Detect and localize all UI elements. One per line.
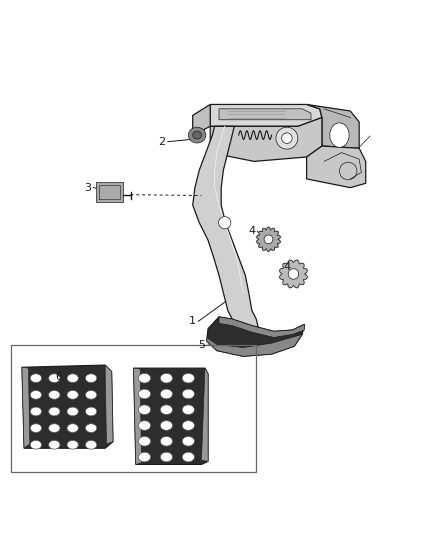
Ellipse shape	[67, 407, 78, 416]
FancyBboxPatch shape	[96, 182, 123, 201]
Ellipse shape	[138, 452, 151, 462]
Ellipse shape	[138, 421, 151, 430]
Ellipse shape	[67, 391, 78, 399]
Ellipse shape	[85, 407, 97, 416]
Polygon shape	[134, 368, 141, 464]
Text: 2: 2	[159, 136, 166, 147]
Ellipse shape	[288, 269, 299, 279]
Ellipse shape	[138, 405, 151, 415]
Polygon shape	[22, 365, 113, 448]
Text: 3: 3	[84, 183, 91, 192]
Ellipse shape	[193, 131, 201, 139]
Ellipse shape	[160, 374, 173, 383]
Ellipse shape	[67, 424, 78, 432]
Ellipse shape	[182, 389, 194, 399]
Polygon shape	[193, 104, 210, 135]
Ellipse shape	[85, 374, 97, 383]
Polygon shape	[219, 317, 304, 337]
Ellipse shape	[138, 437, 151, 446]
Polygon shape	[279, 260, 307, 288]
Ellipse shape	[182, 374, 194, 383]
Ellipse shape	[138, 389, 151, 399]
Polygon shape	[105, 365, 113, 444]
Polygon shape	[201, 368, 208, 462]
Ellipse shape	[30, 424, 42, 432]
Ellipse shape	[182, 421, 194, 430]
Polygon shape	[22, 367, 30, 448]
Ellipse shape	[49, 407, 60, 416]
Ellipse shape	[30, 391, 42, 399]
Text: 5: 5	[198, 341, 205, 350]
Ellipse shape	[160, 437, 173, 446]
Ellipse shape	[49, 440, 60, 449]
Ellipse shape	[67, 440, 78, 449]
Bar	[11, 345, 256, 472]
Ellipse shape	[160, 452, 173, 462]
Polygon shape	[307, 146, 366, 188]
Ellipse shape	[49, 374, 60, 383]
Text: 4: 4	[248, 227, 255, 237]
Text: 4: 4	[283, 262, 290, 271]
Ellipse shape	[160, 421, 173, 430]
Ellipse shape	[49, 424, 60, 432]
Ellipse shape	[276, 127, 298, 149]
Ellipse shape	[282, 133, 292, 143]
Ellipse shape	[160, 405, 173, 415]
Ellipse shape	[182, 405, 194, 415]
Ellipse shape	[219, 216, 231, 229]
Ellipse shape	[85, 424, 97, 432]
Ellipse shape	[67, 374, 78, 383]
Polygon shape	[193, 126, 258, 328]
Polygon shape	[210, 118, 322, 161]
Polygon shape	[134, 368, 208, 464]
Ellipse shape	[30, 440, 42, 449]
Ellipse shape	[138, 374, 151, 383]
Ellipse shape	[30, 407, 42, 416]
Ellipse shape	[182, 452, 194, 462]
Ellipse shape	[85, 440, 97, 449]
Polygon shape	[207, 317, 304, 356]
Polygon shape	[219, 109, 311, 120]
Ellipse shape	[49, 391, 60, 399]
Text: 6: 6	[56, 372, 63, 382]
Ellipse shape	[30, 374, 42, 383]
Ellipse shape	[264, 235, 273, 244]
Polygon shape	[210, 104, 322, 126]
Text: 1: 1	[189, 316, 196, 326]
Polygon shape	[257, 227, 280, 252]
Ellipse shape	[182, 437, 194, 446]
Ellipse shape	[330, 123, 349, 147]
Polygon shape	[307, 104, 359, 148]
Polygon shape	[207, 334, 302, 356]
Ellipse shape	[160, 389, 173, 399]
Ellipse shape	[188, 127, 206, 143]
Ellipse shape	[85, 391, 97, 399]
